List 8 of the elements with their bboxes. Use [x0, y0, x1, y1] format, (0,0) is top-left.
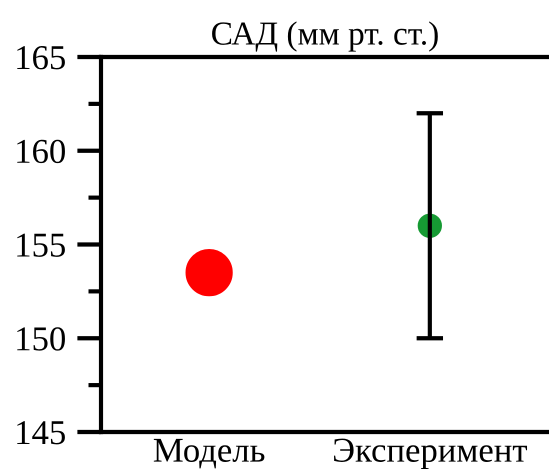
y-tick-label: 145: [17, 421, 65, 444]
y-tick-label: 160: [17, 140, 65, 164]
x-tick-label: Модель: [154, 438, 264, 468]
x-tick-label: Эксперимент: [334, 438, 528, 470]
y-tick-label: 165: [17, 46, 65, 70]
chart-title: САД (мм рт. ст.): [212, 21, 438, 52]
y-tick-label: 150: [17, 327, 65, 351]
y-tick-label: 155: [17, 234, 65, 257]
